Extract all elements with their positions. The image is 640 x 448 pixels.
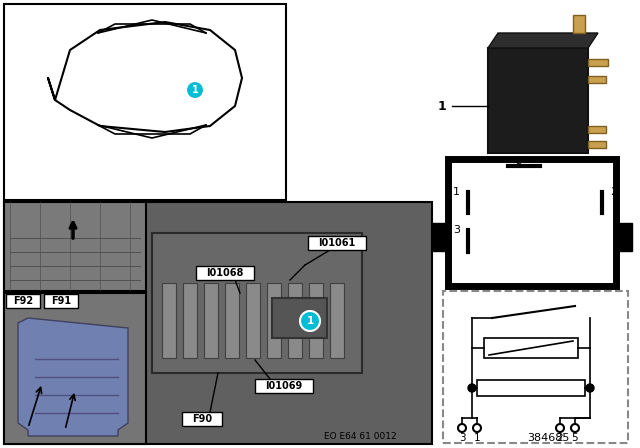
- Circle shape: [571, 424, 579, 432]
- Bar: [4, 202, 432, 444]
- Bar: [484, 338, 578, 358]
- Circle shape: [473, 424, 481, 432]
- Bar: [182, 412, 222, 426]
- Text: F92: F92: [13, 296, 33, 306]
- Bar: [448, 159, 616, 286]
- Text: 1: 1: [437, 99, 446, 112]
- Bar: [272, 298, 327, 338]
- Text: F91: F91: [51, 296, 71, 306]
- Bar: [152, 233, 362, 373]
- Bar: [6, 294, 40, 308]
- Bar: [183, 283, 197, 358]
- Bar: [4, 4, 286, 200]
- Circle shape: [556, 424, 564, 432]
- Circle shape: [586, 384, 594, 392]
- Bar: [4, 293, 146, 444]
- Bar: [204, 283, 218, 358]
- Bar: [308, 236, 366, 250]
- Bar: [196, 266, 254, 280]
- Bar: [573, 15, 585, 33]
- Bar: [225, 283, 239, 358]
- Text: 1: 1: [453, 187, 460, 197]
- Text: F90: F90: [192, 414, 212, 424]
- Text: I01069: I01069: [266, 381, 303, 391]
- Polygon shape: [488, 33, 598, 48]
- Bar: [588, 76, 606, 83]
- Bar: [616, 223, 632, 251]
- Polygon shape: [18, 318, 128, 436]
- Bar: [44, 294, 78, 308]
- Text: 3: 3: [453, 225, 460, 235]
- Bar: [288, 283, 302, 358]
- Bar: [309, 283, 323, 358]
- Text: EO E64 61 0012: EO E64 61 0012: [324, 431, 396, 440]
- Bar: [488, 48, 588, 153]
- Bar: [255, 379, 313, 393]
- Text: 1: 1: [307, 316, 314, 326]
- Text: 2: 2: [557, 433, 563, 443]
- Circle shape: [300, 311, 320, 331]
- Bar: [443, 291, 628, 443]
- Circle shape: [468, 384, 476, 392]
- Bar: [588, 126, 606, 133]
- Text: I01068: I01068: [206, 268, 244, 278]
- Text: 5: 5: [572, 433, 579, 443]
- Text: 1: 1: [191, 85, 198, 95]
- Bar: [477, 380, 585, 396]
- Text: 3: 3: [459, 433, 465, 443]
- Bar: [330, 283, 344, 358]
- Bar: [162, 283, 176, 358]
- Circle shape: [186, 81, 204, 99]
- Text: I01061: I01061: [318, 238, 356, 248]
- Text: 5: 5: [515, 156, 522, 166]
- Bar: [246, 283, 260, 358]
- Bar: [4, 202, 146, 291]
- Text: 2: 2: [610, 187, 617, 197]
- Text: 1: 1: [474, 433, 480, 443]
- Bar: [588, 141, 606, 148]
- Bar: [588, 59, 608, 66]
- Bar: [267, 283, 281, 358]
- Circle shape: [458, 424, 466, 432]
- Bar: [432, 223, 448, 251]
- Text: 384685: 384685: [527, 433, 570, 443]
